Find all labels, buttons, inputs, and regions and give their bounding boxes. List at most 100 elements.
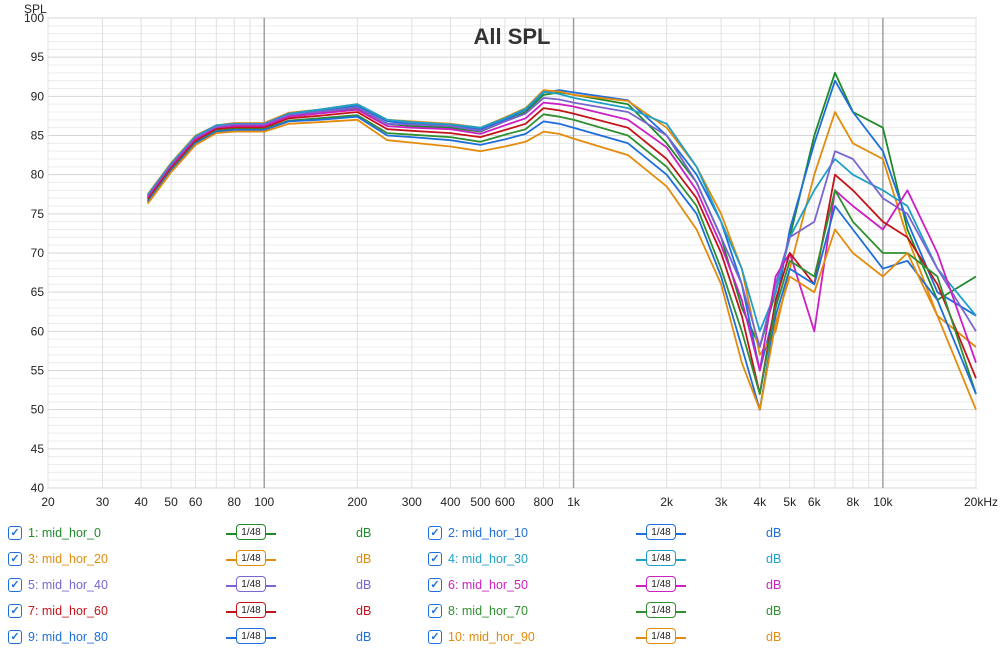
y-tick-label: 80 (31, 168, 45, 182)
x-tick-label: 30 (96, 495, 110, 509)
smoothing-label: 1/48 (236, 550, 266, 566)
x-tick-label: 80 (228, 495, 242, 509)
legend-item: ✓ 5: mid_hor_40 1/48 dB (8, 574, 408, 596)
smoothing-label: 1/48 (646, 524, 676, 540)
grid (47, 17, 977, 489)
legend-unit: dB (766, 552, 782, 566)
series-line-4 (146, 90, 977, 333)
legend-series-name: 1: mid_hor_0 (28, 526, 101, 540)
x-tick-label: 20kHz (964, 495, 998, 509)
x-tick-label: 50 (164, 495, 178, 509)
legend-item: ✓ 7: mid_hor_60 1/48 dB (8, 600, 408, 622)
legend-unit: dB (766, 578, 782, 592)
y-axis-label: SPL (24, 2, 47, 16)
smoothing-label: 1/48 (646, 628, 676, 644)
legend-series-name: 6: mid_hor_50 (448, 578, 528, 592)
legend-unit: dB (356, 578, 372, 592)
y-tick-label: 75 (31, 207, 45, 221)
legend-unit: dB (766, 526, 782, 540)
legend-series-name: 8: mid_hor_70 (448, 604, 528, 618)
smoothing-selector[interactable]: 1/48 (636, 602, 686, 620)
x-axis-ticks: 20 30 40 50 60 80 100 200 300 400 500 600 800 1k 2k 3k 4… (41, 495, 998, 509)
legend-unit: dB (356, 526, 372, 540)
legend-series-name: 7: mid_hor_60 (28, 604, 108, 618)
smoothing-selector[interactable]: 1/48 (636, 550, 686, 568)
smoothing-selector[interactable]: 1/48 (226, 550, 276, 568)
legend-checkbox[interactable]: ✓ (428, 526, 442, 540)
legend-item: ✓ 4: mid_hor_30 1/48 dB (428, 548, 828, 570)
legend-checkbox[interactable]: ✓ (8, 604, 22, 618)
x-tick-label: 300 (402, 495, 422, 509)
y-axis-ticks: 40 45 50 55 60 65 70 75 80 85 90 95 100 (24, 11, 44, 495)
x-tick-label: 3k (715, 495, 729, 509)
y-tick-label: 85 (31, 129, 45, 143)
x-tick-label: 400 (440, 495, 460, 509)
legend-item: ✓ 10: mid_hor_90 1/48 dB (428, 626, 828, 648)
spl-chart: 40 45 50 55 60 65 70 75 80 85 90 95 100 20 30 40 50 60 80… (24, 2, 998, 509)
x-tick-label: 2k (660, 495, 674, 509)
x-tick-label: 40 (134, 495, 148, 509)
smoothing-selector[interactable]: 1/48 (636, 524, 686, 542)
y-tick-label: 45 (31, 442, 45, 456)
legend-unit: dB (766, 604, 782, 618)
smoothing-label: 1/48 (646, 602, 676, 618)
legend-checkbox[interactable]: ✓ (428, 630, 442, 644)
smoothing-label: 1/48 (236, 576, 266, 592)
legend-checkbox[interactable]: ✓ (428, 578, 442, 592)
x-tick-label: 1k (567, 495, 581, 509)
x-tick-label: 600 (495, 495, 515, 509)
smoothing-selector[interactable]: 1/48 (226, 576, 276, 594)
legend-series-name: 5: mid_hor_40 (28, 578, 108, 592)
x-tick-label: 60 (189, 495, 203, 509)
legend-item: ✓ 6: mid_hor_50 1/48 dB (428, 574, 828, 596)
legend-checkbox[interactable]: ✓ (8, 552, 22, 566)
legend-checkbox[interactable]: ✓ (428, 604, 442, 618)
legend-item: ✓ 2: mid_hor_10 1/48 dB (428, 522, 828, 544)
legend-item: ✓ 8: mid_hor_70 1/48 dB (428, 600, 828, 622)
legend-series-name: 10: mid_hor_90 (448, 630, 535, 644)
legend-item: ✓ 3: mid_hor_20 1/48 dB (8, 548, 408, 570)
x-tick-label: 800 (534, 495, 554, 509)
smoothing-label: 1/48 (236, 628, 266, 644)
legend-series-name: 3: mid_hor_20 (28, 552, 108, 566)
legend-series-name: 4: mid_hor_30 (448, 552, 528, 566)
x-tick-label: 20 (41, 495, 55, 509)
y-tick-label: 50 (31, 403, 45, 417)
legend-unit: dB (356, 604, 372, 618)
x-tick-label: 8k (847, 495, 861, 509)
legend-checkbox[interactable]: ✓ (8, 526, 22, 540)
y-tick-label: 95 (31, 50, 45, 64)
x-tick-label: 200 (347, 495, 367, 509)
legend-checkbox[interactable]: ✓ (8, 578, 22, 592)
legend-checkbox[interactable]: ✓ (8, 630, 22, 644)
x-tick-label: 100 (254, 495, 274, 509)
smoothing-selector[interactable]: 1/48 (226, 602, 276, 620)
y-tick-label: 65 (31, 285, 45, 299)
x-tick-label: 5k (783, 495, 797, 509)
smoothing-selector[interactable]: 1/48 (226, 524, 276, 542)
legend-checkbox[interactable]: ✓ (428, 552, 442, 566)
y-tick-label: 100 (24, 11, 44, 25)
smoothing-label: 1/48 (646, 550, 676, 566)
legend-unit: dB (766, 630, 782, 644)
y-tick-label: 60 (31, 324, 45, 338)
x-tick-label: 4k (753, 495, 767, 509)
series-line-10 (146, 118, 977, 411)
y-tick-label: 40 (31, 481, 45, 495)
x-tick-label: 10k (873, 495, 893, 509)
legend-series-name: 2: mid_hor_10 (448, 526, 528, 540)
series-line-7 (146, 107, 977, 395)
series-lines (146, 71, 977, 411)
series-line-5 (146, 97, 977, 348)
y-tick-label: 55 (31, 364, 45, 378)
x-tick-label: 500 (470, 495, 490, 509)
series-line-6 (146, 101, 977, 372)
x-tick-label: 6k (808, 495, 822, 509)
smoothing-selector[interactable]: 1/48 (636, 628, 686, 646)
y-tick-label: 70 (31, 246, 45, 260)
legend-unit: dB (356, 630, 372, 644)
smoothing-selector[interactable]: 1/48 (636, 576, 686, 594)
legend-unit: dB (356, 552, 372, 566)
series-line-9 (146, 115, 977, 411)
smoothing-selector[interactable]: 1/48 (226, 628, 276, 646)
